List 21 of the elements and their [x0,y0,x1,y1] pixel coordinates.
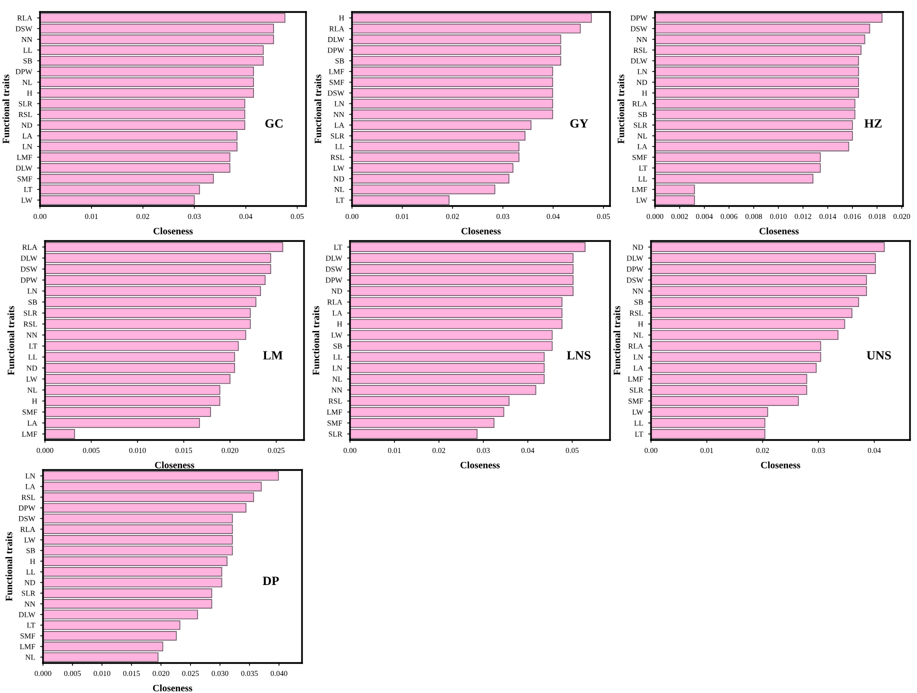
annotation: LNS [566,351,590,360]
x-axis-title: Closeness [460,462,500,468]
y-axis-title: Functional traits [5,532,12,602]
annotation: UNS [866,351,891,360]
annotation: HZ [864,119,882,128]
annotation: LM [263,351,283,360]
x-axis-title: Closeness [154,462,194,468]
annotation: DP [262,576,279,585]
y-axis-title: Functional traits [2,74,10,144]
x-axis-title: Closeness [760,462,800,468]
y-axis-title: Functional traits [613,306,620,376]
x-axis-title: Closeness [152,684,192,692]
x-axis-title: Closeness [461,228,501,234]
y-axis-title: Functional traits [7,306,14,376]
y-axis-title: Functional traits [314,74,322,144]
y-axis-title: Functional traits [617,74,624,144]
annotation: GY [570,119,588,128]
x-axis-title: Closeness [759,228,799,234]
x-axis-title: Closeness [153,228,193,234]
y-axis-title: Functional traits [312,306,320,376]
annotation: GC [265,119,282,128]
